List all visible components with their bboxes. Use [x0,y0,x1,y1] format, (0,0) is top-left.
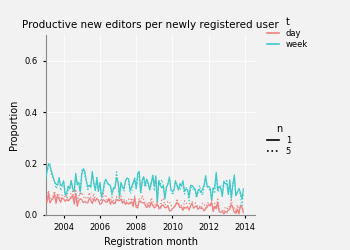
Legend: day, week: day, week [267,17,308,49]
Title: Productive new editors per newly registered user: Productive new editors per newly registe… [22,20,279,30]
Y-axis label: Proportion: Proportion [9,100,19,150]
X-axis label: Registration month: Registration month [104,237,197,247]
Legend: 1, 5: 1, 5 [267,124,291,156]
